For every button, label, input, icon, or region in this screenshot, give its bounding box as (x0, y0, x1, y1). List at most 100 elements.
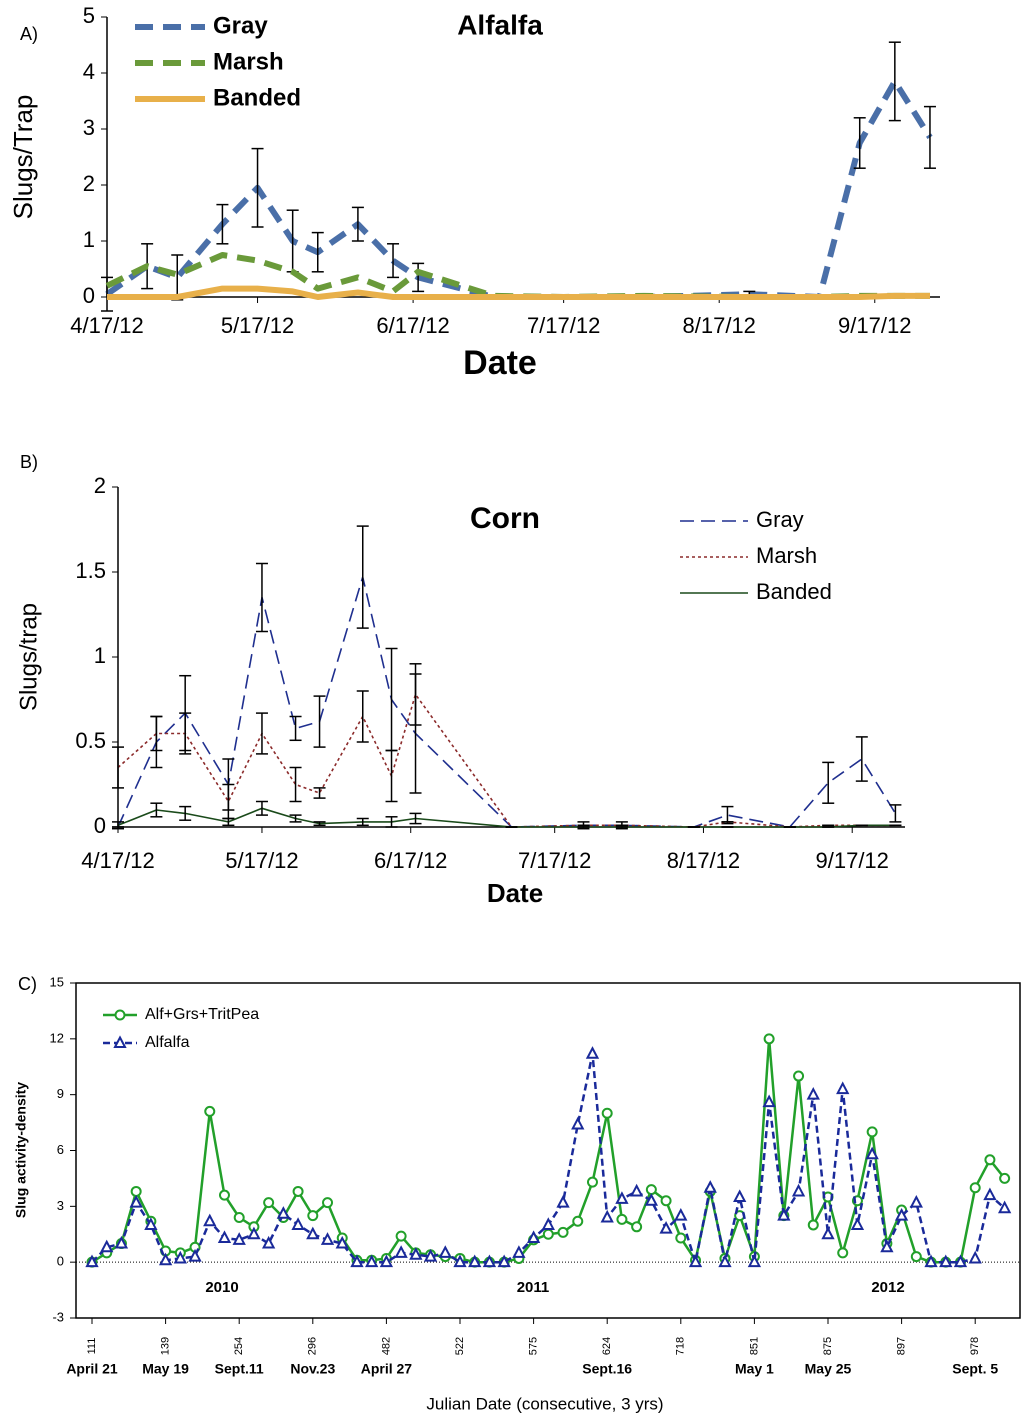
marker (939, 1254, 953, 1268)
marker (232, 1232, 246, 1245)
error-bar (179, 712, 192, 755)
marker (747, 1254, 762, 1268)
error-bar (179, 805, 192, 821)
y-tick-label: 1 (94, 643, 106, 668)
error-bar (721, 805, 734, 825)
legend-label: Alfalfa (145, 1034, 190, 1051)
marker (688, 1254, 703, 1268)
legend-label: Gray (213, 12, 268, 39)
y-tick-label: 3 (83, 115, 95, 140)
marker (350, 1254, 364, 1268)
marker (218, 1189, 230, 1201)
x-tick-label: 978 (969, 1337, 981, 1355)
error-bar (150, 715, 163, 752)
marker (718, 1254, 732, 1268)
date-label: Sept.11 (215, 1361, 264, 1377)
legend-label: Banded (756, 579, 832, 604)
y-tick-label: 4 (83, 59, 95, 84)
error-bar (289, 715, 302, 742)
marker (615, 1191, 629, 1204)
y-tick-label: 5 (83, 3, 95, 28)
y-tick-label: 0 (83, 283, 95, 308)
error-bar (313, 821, 326, 827)
error-bar (171, 254, 184, 301)
error-bar (255, 712, 268, 755)
marker (572, 1215, 584, 1227)
error-bar (409, 812, 422, 825)
marker (322, 1197, 334, 1209)
marker (526, 1230, 541, 1243)
x-tick-label: 897 (896, 1337, 908, 1355)
marker (821, 1226, 835, 1240)
marker (762, 1094, 776, 1108)
error-bar (853, 117, 866, 169)
y-tick-label: 2 (83, 171, 95, 196)
marker (263, 1197, 275, 1209)
error-bar (923, 105, 936, 169)
series-line (105, 78, 933, 300)
panel-label: B) (20, 452, 38, 472)
error-bar (822, 761, 835, 804)
date-label: April 21 (66, 1361, 118, 1377)
x-tick-label: 296 (307, 1337, 319, 1355)
error-bar (150, 802, 163, 818)
legend-label: Alf+Grs+TritPea (145, 1006, 259, 1023)
marker (601, 1107, 613, 1119)
error-bar (313, 695, 326, 748)
marker (292, 1185, 304, 1197)
date-label: Sept.16 (582, 1361, 632, 1377)
marker (571, 1116, 585, 1130)
marker (793, 1070, 805, 1082)
date-label: May 25 (805, 1361, 852, 1377)
marker (129, 1194, 143, 1208)
marker (880, 1239, 894, 1253)
marker (423, 1248, 438, 1262)
marker (645, 1184, 657, 1196)
year-label: 2011 (517, 1279, 550, 1296)
error-bar (409, 663, 422, 726)
marker (158, 1252, 173, 1266)
marker (631, 1221, 643, 1233)
x-tick-label: 482 (380, 1337, 392, 1355)
x-tick-label: 875 (822, 1337, 834, 1355)
date-label: May 1 (735, 1361, 774, 1377)
y-tick-label: 2 (94, 473, 106, 498)
marker (836, 1081, 850, 1095)
x-tick-label: 5/17/12 (225, 848, 298, 873)
legend-marker (114, 1009, 126, 1021)
x-tick-label: 6/17/12 (374, 848, 447, 873)
marker (395, 1230, 407, 1242)
y-tick-label: 0 (94, 813, 106, 838)
date-label: Sept. 5 (952, 1361, 998, 1377)
error-bar (255, 562, 268, 633)
x-tick-label: 522 (454, 1337, 466, 1355)
y-tick-label: 0.5 (75, 728, 106, 753)
marker (335, 1235, 349, 1249)
x-tick-label: 575 (528, 1337, 540, 1355)
x-tick-label: 6/17/12 (376, 313, 449, 338)
marker (497, 1254, 511, 1268)
x-tick-label: 139 (160, 1337, 172, 1355)
y-tick-label: 6 (57, 1142, 64, 1157)
marker (541, 1217, 555, 1230)
y-tick-label: 9 (57, 1086, 64, 1101)
error-bar (351, 206, 364, 242)
marker (894, 1207, 909, 1221)
error-bar (356, 690, 369, 743)
marker (261, 1235, 276, 1249)
marker (600, 1209, 614, 1223)
y-tick-label: -3 (52, 1309, 64, 1324)
error-bar (385, 647, 398, 752)
date-label: Nov.23 (290, 1361, 335, 1377)
marker (675, 1232, 687, 1244)
x-tick-label: 111 (86, 1338, 98, 1355)
y-axis-title: Slugs/Trap (8, 95, 38, 220)
y-tick-label: 15 (50, 974, 64, 989)
error-bar (112, 746, 124, 789)
y-tick-label: 3 (57, 1198, 64, 1213)
x-axis-title: Julian Date (consecutive, 3 yrs) (426, 1394, 663, 1413)
series-line (105, 252, 930, 300)
marker (644, 1193, 659, 1206)
legend-label: Gray (756, 507, 804, 532)
